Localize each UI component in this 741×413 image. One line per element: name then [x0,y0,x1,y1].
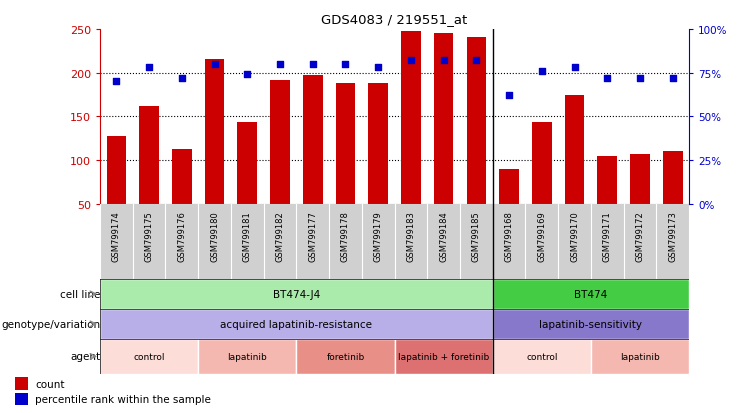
Point [536,69,548,75]
Bar [565,96,585,204]
Bar [100,279,493,309]
Point [242,72,253,78]
Text: GSM799181: GSM799181 [243,210,252,261]
Bar [630,154,650,204]
Text: GSM799185: GSM799185 [472,210,481,261]
Bar [401,32,421,204]
Point [667,75,679,82]
Bar [493,309,689,339]
Text: foretinib: foretinib [326,352,365,361]
Bar [205,59,225,204]
Text: GSM799179: GSM799179 [373,210,382,261]
Text: percentile rank within the sample: percentile rank within the sample [35,394,211,404]
Point [274,62,286,68]
Bar [532,123,551,204]
Bar [597,157,617,204]
Point [438,58,450,64]
Text: GSM799169: GSM799169 [537,210,546,261]
Text: GSM799170: GSM799170 [570,210,579,261]
Text: GSM799177: GSM799177 [308,210,317,261]
Bar [368,84,388,204]
Bar [237,123,257,204]
Text: BT474: BT474 [574,289,608,299]
Bar [100,339,199,374]
Bar [199,339,296,374]
Bar [493,339,591,374]
Bar [493,279,689,309]
Bar [467,38,486,204]
Bar [336,84,356,204]
Bar [270,81,290,204]
Bar [139,107,159,204]
Text: acquired lapatinib-resistance: acquired lapatinib-resistance [220,319,373,329]
Text: genotype/variation: genotype/variation [1,319,100,329]
Bar [172,150,192,204]
Bar [100,309,493,339]
Bar [433,34,453,204]
Text: agent: agent [70,351,100,361]
Text: lapatinib + foretinib: lapatinib + foretinib [398,352,489,361]
Point [503,93,515,100]
Bar [663,152,682,204]
Point [602,75,614,82]
Point [339,62,351,68]
Point [405,58,417,64]
Point [307,62,319,68]
Text: GSM799168: GSM799168 [505,210,514,261]
Text: GSM799184: GSM799184 [439,210,448,261]
Point [471,58,482,64]
Point [372,65,384,71]
Point [143,65,155,71]
Bar [394,339,493,374]
Text: GDS4083 / 219551_at: GDS4083 / 219551_at [322,13,468,26]
Text: lapatinib: lapatinib [620,352,660,361]
Text: BT474-J4: BT474-J4 [273,289,320,299]
Bar [303,76,322,204]
Text: GSM799171: GSM799171 [603,210,612,261]
Text: control: control [526,352,558,361]
Text: cell line: cell line [60,289,100,299]
Text: GSM799182: GSM799182 [276,210,285,261]
Text: GSM799180: GSM799180 [210,210,219,261]
Text: GSM799183: GSM799183 [407,210,416,261]
Text: count: count [35,379,64,389]
Text: GSM799178: GSM799178 [341,210,350,261]
Point [110,79,122,85]
Bar [15,393,27,406]
Text: GSM799172: GSM799172 [636,210,645,261]
Bar [107,136,126,204]
Point [209,62,221,68]
Bar [591,339,689,374]
Point [634,75,646,82]
Text: GSM799174: GSM799174 [112,210,121,261]
Bar [296,339,394,374]
Text: GSM799173: GSM799173 [668,210,677,261]
Text: GSM799176: GSM799176 [177,210,186,261]
Text: lapatinib: lapatinib [227,352,268,361]
Point [568,65,580,71]
Point [176,75,187,82]
Text: control: control [133,352,165,361]
Bar [15,377,27,390]
Text: GSM799175: GSM799175 [144,210,153,261]
Text: lapatinib-sensitivity: lapatinib-sensitivity [539,319,642,329]
Bar [499,169,519,204]
